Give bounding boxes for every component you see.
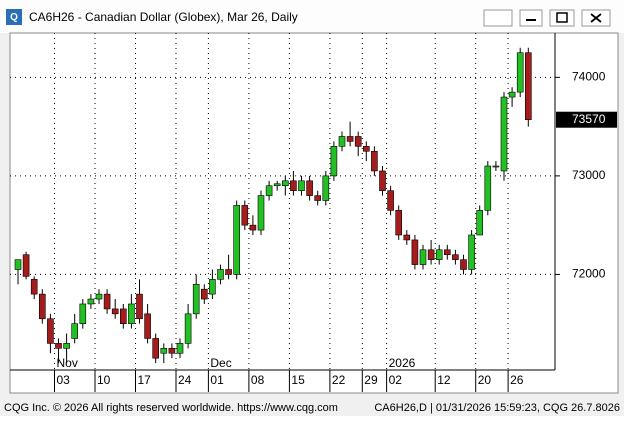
y-tick-label: 72000 <box>572 267 606 281</box>
candle-body <box>476 210 484 236</box>
candle-body <box>225 269 232 275</box>
candle-body <box>379 170 386 191</box>
restore-glyph <box>556 12 568 23</box>
copyright: CQG Inc. © 2026 All rights reserved worl… <box>4 402 338 414</box>
last-price-label: 73570 <box>572 112 606 126</box>
candle-body <box>273 183 281 187</box>
candle-body <box>71 323 78 339</box>
candle-body <box>330 146 338 177</box>
x-tick-label: 03 <box>57 373 71 387</box>
candle-body <box>144 313 151 339</box>
candle-body <box>160 348 168 354</box>
candle-body <box>257 195 265 231</box>
candle-body <box>395 210 403 236</box>
candle-body <box>201 288 208 300</box>
month-label: Nov <box>57 356 78 370</box>
close-glyph <box>590 13 602 23</box>
candle-body <box>362 146 370 152</box>
candle-body <box>508 91 516 98</box>
x-tick-label: 12 <box>437 373 451 387</box>
x-tick-label: 24 <box>178 373 192 387</box>
candle-body <box>443 249 451 256</box>
last-price-box <box>556 111 617 128</box>
x-tick-label: 10 <box>97 373 111 387</box>
month-label: 2026 <box>389 356 416 370</box>
candle-body <box>298 180 305 191</box>
candle-body <box>411 239 419 265</box>
candle-body <box>249 224 257 231</box>
x-tick-label: 02 <box>389 373 403 387</box>
candle-body <box>63 343 70 349</box>
minimize-button[interactable] <box>519 9 543 27</box>
candle-body <box>233 205 240 275</box>
candle-body <box>168 348 176 354</box>
candle-body <box>14 259 22 270</box>
candle-body <box>468 234 475 270</box>
candle-body <box>79 303 87 324</box>
candle-body <box>95 293 103 300</box>
candle-body <box>403 234 411 241</box>
candle-body <box>192 283 200 315</box>
candle-body <box>136 293 143 320</box>
status: CA6H26,D | 01/31/2026 15:59:23, CQG 26.7… <box>374 402 620 414</box>
x-tick-label: 26 <box>510 373 524 387</box>
restore-button[interactable] <box>549 9 575 27</box>
y-tick-label: 73000 <box>572 168 606 182</box>
month-label: Dec <box>210 356 231 370</box>
candle-body <box>306 180 313 196</box>
candle-body <box>371 150 378 172</box>
candle-body <box>152 338 159 359</box>
link-button[interactable] <box>483 9 513 27</box>
candle-body <box>290 180 297 191</box>
candle-body <box>47 318 54 344</box>
candle-body <box>128 303 135 324</box>
candle-body <box>176 343 184 354</box>
candle-body <box>452 254 459 260</box>
candle-body <box>265 185 273 196</box>
candle-body <box>111 308 119 315</box>
candle-body <box>120 308 127 324</box>
window-title: CA6H26 - Canadian Dollar (Globex), Mar 2… <box>29 10 298 24</box>
candle-body <box>419 249 427 265</box>
candle-body <box>492 165 500 168</box>
chart-area <box>9 32 619 394</box>
y-tick-label: 74000 <box>572 70 606 84</box>
x-tick-label: 08 <box>251 373 265 387</box>
candle-body <box>38 293 46 320</box>
candle-body <box>55 343 62 349</box>
candle-body <box>87 298 95 305</box>
candle-body <box>354 136 362 147</box>
candle-body <box>435 249 443 260</box>
candle-body <box>314 195 322 201</box>
candle-body <box>103 293 111 310</box>
candle-body <box>524 52 532 121</box>
candle-body <box>460 259 467 270</box>
x-tick-label: 01 <box>210 373 224 387</box>
candle-body <box>241 205 249 226</box>
candle-body <box>30 279 38 295</box>
candle-body <box>338 136 346 147</box>
x-tick-label: 15 <box>291 373 305 387</box>
candle-body <box>184 313 192 344</box>
candle-body <box>427 249 435 260</box>
candle-body <box>209 279 216 295</box>
candle-body <box>516 52 524 93</box>
x-tick-label: 29 <box>364 373 378 387</box>
candle-body <box>22 254 30 277</box>
candle-body <box>322 175 330 201</box>
x-tick-label: 17 <box>138 373 152 387</box>
candle-body <box>281 180 289 187</box>
candle-body <box>387 190 394 211</box>
candle-body <box>484 165 492 211</box>
candle-body <box>346 136 354 142</box>
x-tick-label: 20 <box>478 373 492 387</box>
candle-body <box>500 96 508 172</box>
app-icon <box>6 9 22 25</box>
candle-body <box>217 269 224 280</box>
app-icon-glyph: Q <box>10 12 18 23</box>
x-tick-label: 22 <box>332 373 346 387</box>
